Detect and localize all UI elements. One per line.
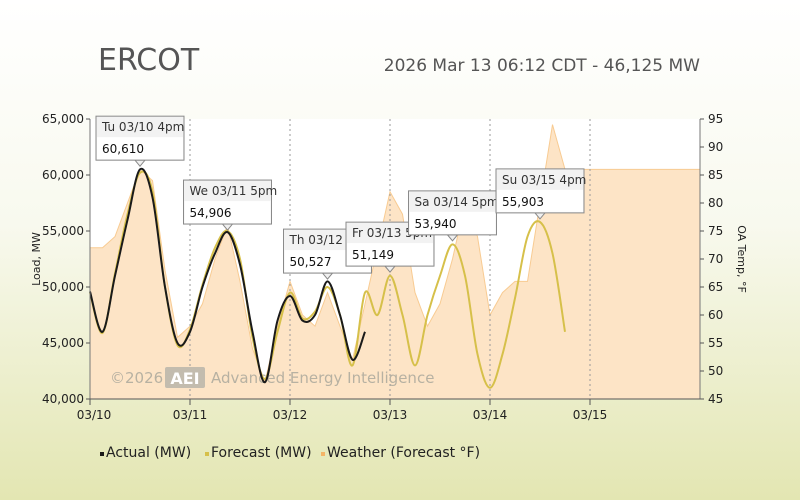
- watermark-logo: AEI: [170, 369, 199, 388]
- legend-item[interactable]: Actual (MW): [100, 445, 191, 461]
- y-left-tick-label: 45,000: [42, 336, 84, 350]
- callout-value: 54,906: [190, 206, 232, 220]
- callout-label: Tu 03/10 4pm: [101, 120, 184, 134]
- callout-value: 60,610: [102, 142, 144, 156]
- x-tick-label: 03/14: [473, 408, 508, 422]
- callout-value: 53,940: [415, 217, 457, 231]
- page-title: ERCOT: [98, 43, 200, 78]
- x-tick-label: 03/13: [373, 408, 408, 422]
- watermark: ©2026 AEI Advanced Energy Intelligence: [110, 367, 434, 388]
- legend-swatch: [321, 452, 325, 456]
- callout-value-bg: [347, 243, 433, 266]
- callout-value: 55,903: [502, 195, 544, 209]
- y-right-tick-label: 60: [708, 308, 723, 322]
- callout-value-bg: [409, 211, 496, 234]
- y-right-tick-label: 70: [708, 252, 723, 266]
- x-tick-label: 03/12: [273, 408, 308, 422]
- y-left-tick-label: 55,000: [42, 224, 84, 238]
- legend-item[interactable]: Forecast (MW): [205, 445, 312, 461]
- y-right-tick-label: 45: [708, 392, 723, 406]
- legend-swatch: [100, 452, 104, 456]
- x-tick-label: 03/10: [77, 408, 112, 422]
- y-left-tick-label: 40,000: [42, 392, 84, 406]
- callout: Su 03/15 4pm 55,903: [495, 168, 586, 220]
- callout-label: Sa 03/14 5pm: [415, 195, 499, 209]
- y-right-tick-label: 85: [708, 168, 723, 182]
- axes: 40,000 45,000 50,000 55,000 60,000 65,000 45 50…: [30, 112, 748, 422]
- y-right-tick-label: 90: [708, 140, 723, 154]
- y-left-axis-title: Load, MW: [30, 232, 43, 286]
- callout-label: Su 03/15 4pm: [502, 173, 586, 187]
- legend-item[interactable]: Weather (Forecast °F): [321, 445, 480, 461]
- watermark-copyright: ©2026: [110, 369, 163, 387]
- legend-label: Weather (Forecast °F): [327, 445, 480, 461]
- callout-value: 50,527: [290, 255, 332, 269]
- legend-label: Actual (MW): [106, 445, 191, 461]
- aei-logo-icon: [165, 367, 205, 388]
- y-right-tick-label: 65: [708, 280, 723, 294]
- actual-line: [89, 167, 366, 384]
- y-right-tick-label: 50: [708, 364, 723, 378]
- x-tick-label: 03/11: [173, 408, 208, 422]
- status-readout: 2026 Mar 13 06:12 CDT - 46,125 MW: [384, 56, 700, 76]
- callout-value-bg: [97, 137, 183, 160]
- legend-label: Forecast (MW): [211, 445, 312, 461]
- legend-swatch: [205, 452, 209, 456]
- watermark-company: Advanced Energy Intelligence: [211, 369, 434, 387]
- y-left-tick-label: 50,000: [42, 280, 84, 294]
- y-right-tick-label: 55: [708, 336, 723, 350]
- legend: Actual (MW) Forecast (MW) Weather (Forecas…: [100, 445, 480, 461]
- y-right-tick-label: 80: [708, 196, 723, 210]
- y-right-axis-title: OA Temp, °F: [735, 225, 748, 293]
- callout-label: We 03/11 5pm: [190, 184, 278, 198]
- x-tick-label: 03/15: [573, 408, 608, 422]
- callout-value-bg: [184, 201, 271, 224]
- callout-value: 51,149: [352, 248, 394, 262]
- y-right-tick-label: 95: [708, 112, 723, 126]
- y-left-tick-label: 65,000: [42, 112, 84, 126]
- y-right-tick-label: 75: [708, 224, 723, 238]
- callout: Sa 03/14 5pm 53,940: [408, 190, 499, 242]
- callout-value-bg: [497, 189, 583, 212]
- callout: Tu 03/10 4pm 60,610: [95, 115, 185, 167]
- y-left-tick-label: 60,000: [42, 168, 84, 182]
- callout: We 03/11 5pm 54,906: [183, 179, 278, 231]
- actual-series: [89, 167, 366, 384]
